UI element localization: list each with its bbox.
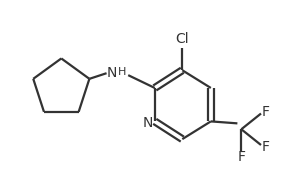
Text: Cl: Cl: [176, 32, 189, 46]
Text: N: N: [143, 116, 153, 130]
Text: F: F: [262, 105, 270, 118]
Text: F: F: [262, 140, 270, 154]
Text: F: F: [237, 150, 245, 164]
Text: N: N: [106, 66, 117, 80]
Text: H: H: [118, 67, 127, 77]
